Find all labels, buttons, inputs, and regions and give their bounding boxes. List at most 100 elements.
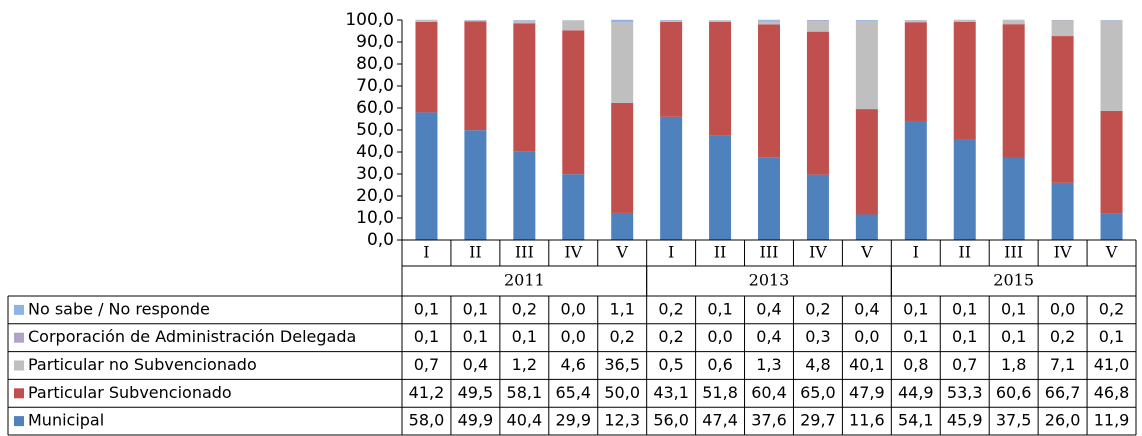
bar-segment: [709, 21, 732, 136]
bar-segment: [660, 21, 683, 117]
data-label: 0,0: [561, 327, 586, 346]
bar-segment: [855, 20, 878, 110]
data-label: 49,5: [458, 383, 494, 402]
x-tick-label: IV: [809, 243, 827, 262]
bar-segment: [758, 24, 780, 158]
legend-label: Corporación de Administración Delegada: [28, 327, 356, 346]
bar-segment: [904, 22, 927, 121]
data-label: 0,1: [512, 327, 537, 346]
bar-segment: [660, 20, 683, 22]
data-label: 49,9: [458, 411, 494, 430]
data-label: 47,9: [849, 383, 885, 402]
data-label: 0,2: [1099, 299, 1124, 318]
data-label: 45,9: [947, 411, 983, 430]
data-label: 4,6: [561, 355, 586, 374]
data-label: 1,8: [1001, 355, 1026, 374]
data-label: 54,1: [898, 411, 934, 430]
y-tick-label: 30,0: [356, 164, 394, 184]
data-label: 50,0: [604, 383, 640, 402]
y-tick-label: 60,0: [356, 98, 394, 118]
legend-marker: [14, 360, 24, 371]
bar-segment: [953, 139, 976, 240]
x-tick-label: I: [423, 243, 429, 262]
bar-segment: [758, 19, 780, 21]
bar-segment: [611, 212, 634, 240]
bar-segment: [464, 21, 487, 131]
y-tick-label: 50,0: [356, 120, 394, 140]
data-label: 1,3: [756, 355, 781, 374]
data-label: 0,0: [707, 327, 732, 346]
data-label: 37,5: [996, 411, 1032, 430]
x-tick-label: II: [714, 243, 727, 262]
data-label: 0,1: [903, 299, 928, 318]
bar-segment: [904, 120, 927, 240]
bar-segment: [953, 20, 976, 22]
bar-segment: [415, 20, 438, 22]
data-label: 65,0: [800, 383, 836, 402]
legend-label: Municipal: [28, 411, 104, 430]
data-label: 0,0: [1050, 299, 1075, 318]
bar-segment: [562, 174, 585, 240]
data-label: 40,4: [507, 411, 543, 430]
bar-segment: [709, 135, 732, 240]
data-label: 56,0: [653, 411, 689, 430]
data-label: 47,4: [702, 411, 738, 430]
bar-segment: [1002, 24, 1025, 158]
data-label: 0,1: [463, 299, 488, 318]
data-label: 0,5: [658, 355, 683, 374]
bar-segment: [1051, 182, 1074, 240]
bar-segment: [758, 20, 780, 22]
data-label: 0,7: [952, 355, 977, 374]
data-label: 26,0: [1045, 411, 1081, 430]
data-label: 11,9: [1094, 411, 1130, 430]
bar-segment: [464, 130, 487, 240]
legend-label: Particular Subvencionado: [28, 383, 232, 402]
data-label: 1,1: [609, 299, 634, 318]
bar-segment: [1100, 213, 1123, 240]
data-label: 0,1: [952, 327, 977, 346]
data-label: 0,1: [952, 299, 977, 318]
data-label: 0,4: [756, 299, 781, 318]
data-label: 51,8: [702, 383, 738, 402]
bar-segment: [806, 174, 829, 240]
data-label: 0,4: [756, 327, 781, 346]
data-label: 0,1: [903, 327, 928, 346]
y-tick-label: 80,0: [356, 54, 394, 74]
data-label: 0,6: [707, 355, 732, 374]
data-label: 7,1: [1050, 355, 1075, 374]
bar-segment: [806, 20, 829, 22]
data-label: 41,2: [409, 383, 445, 402]
x-tick-label: IV: [1054, 243, 1072, 262]
group-label: 2011: [504, 271, 545, 290]
x-tick-label: II: [958, 243, 971, 262]
bar-segment: [1100, 110, 1123, 214]
data-label: 0,2: [1050, 327, 1075, 346]
x-tick-label: V: [615, 243, 628, 262]
x-tick-label: I: [913, 243, 919, 262]
y-tick-label: 70,0: [356, 76, 394, 96]
bar-segment: [513, 20, 536, 24]
data-label: 0,4: [463, 355, 488, 374]
data-label: 46,8: [1094, 383, 1130, 402]
data-label: 0,2: [512, 299, 537, 318]
data-label: 29,9: [555, 411, 591, 430]
bar-segment: [513, 151, 536, 240]
bar-segment: [562, 30, 585, 175]
bar-segment: [1002, 157, 1025, 240]
data-label: 1,2: [512, 355, 537, 374]
bar-segment: [611, 22, 634, 103]
data-label: 36,5: [604, 355, 640, 374]
data-label: 0,4: [854, 299, 879, 318]
data-label: 0,1: [414, 299, 439, 318]
data-label: 0,1: [1099, 327, 1124, 346]
data-label: 0,1: [1001, 299, 1026, 318]
data-label: 0,8: [903, 355, 928, 374]
y-tick-label: 10,0: [356, 208, 394, 228]
bar-segment: [611, 19, 634, 23]
bar-segment: [415, 21, 438, 113]
data-label: 4,8: [805, 355, 830, 374]
data-label: 53,3: [947, 383, 983, 402]
bar-segment: [464, 20, 487, 22]
legend-label: No sabe / No responde: [28, 299, 210, 318]
